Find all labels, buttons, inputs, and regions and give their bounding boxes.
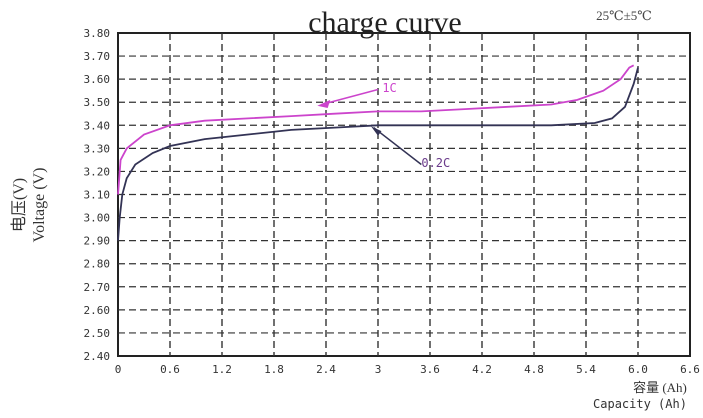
x-axis-label-en: Capacity (Ah) xyxy=(593,397,687,411)
x-tick-label: 4.2 xyxy=(472,363,492,376)
y-tick-label: 3.20 xyxy=(84,165,111,178)
chart-title: charge curve xyxy=(308,6,462,39)
annotation-arrow-1c xyxy=(317,99,331,108)
series-line-1C xyxy=(117,64,635,195)
y-axis-label-cn: 电压(V) xyxy=(10,178,28,232)
x-axis-label-cn: 容量 (Ah) xyxy=(633,380,687,395)
y-tick-label: 3.70 xyxy=(84,50,111,63)
x-tick-label: 3 xyxy=(375,363,382,376)
x-tick-label: 3.6 xyxy=(420,363,440,376)
annotation-leader-1c xyxy=(321,88,379,106)
y-axis-label-en: Voltage (V) xyxy=(31,168,48,243)
annotation-1c: 1C xyxy=(382,81,396,95)
y-tick-label: 2.80 xyxy=(84,258,111,271)
y-tick-label: 2.60 xyxy=(84,304,111,317)
y-tick-label: 3.50 xyxy=(84,96,111,109)
y-tick-label: 2.70 xyxy=(84,281,111,294)
y-tick-label: 3.40 xyxy=(84,119,111,132)
x-tick-label: 2.4 xyxy=(316,363,336,376)
y-tick-label: 3.30 xyxy=(84,142,111,155)
annotation-leader-0-2c xyxy=(373,126,422,166)
x-tick-label: 1.2 xyxy=(212,363,232,376)
y-tick-label: 2.40 xyxy=(84,350,111,363)
y-tick-label: 3.00 xyxy=(84,212,111,225)
y-tick-label: 2.50 xyxy=(84,327,111,340)
test-condition: 25℃±5℃ xyxy=(596,8,652,23)
y-tick-label: 2.90 xyxy=(84,235,111,248)
series-line-0-2C xyxy=(117,67,639,241)
x-tick-label: 1.8 xyxy=(264,363,284,376)
y-tick-label: 3.60 xyxy=(84,73,111,86)
annotation-0-2c: 0.2C xyxy=(421,156,450,170)
x-tick-label: 4.8 xyxy=(524,363,544,376)
x-tick-label: 0 xyxy=(115,363,122,376)
x-tick-label: 6.6 xyxy=(680,363,700,376)
x-tick-label: 5.4 xyxy=(576,363,596,376)
x-tick-label: 6.0 xyxy=(628,363,648,376)
x-tick-label: 0.6 xyxy=(160,363,180,376)
y-tick-label: 3.10 xyxy=(84,189,111,202)
y-tick-label: 3.80 xyxy=(84,27,111,40)
annotation-arrow-0-2c xyxy=(371,126,382,136)
